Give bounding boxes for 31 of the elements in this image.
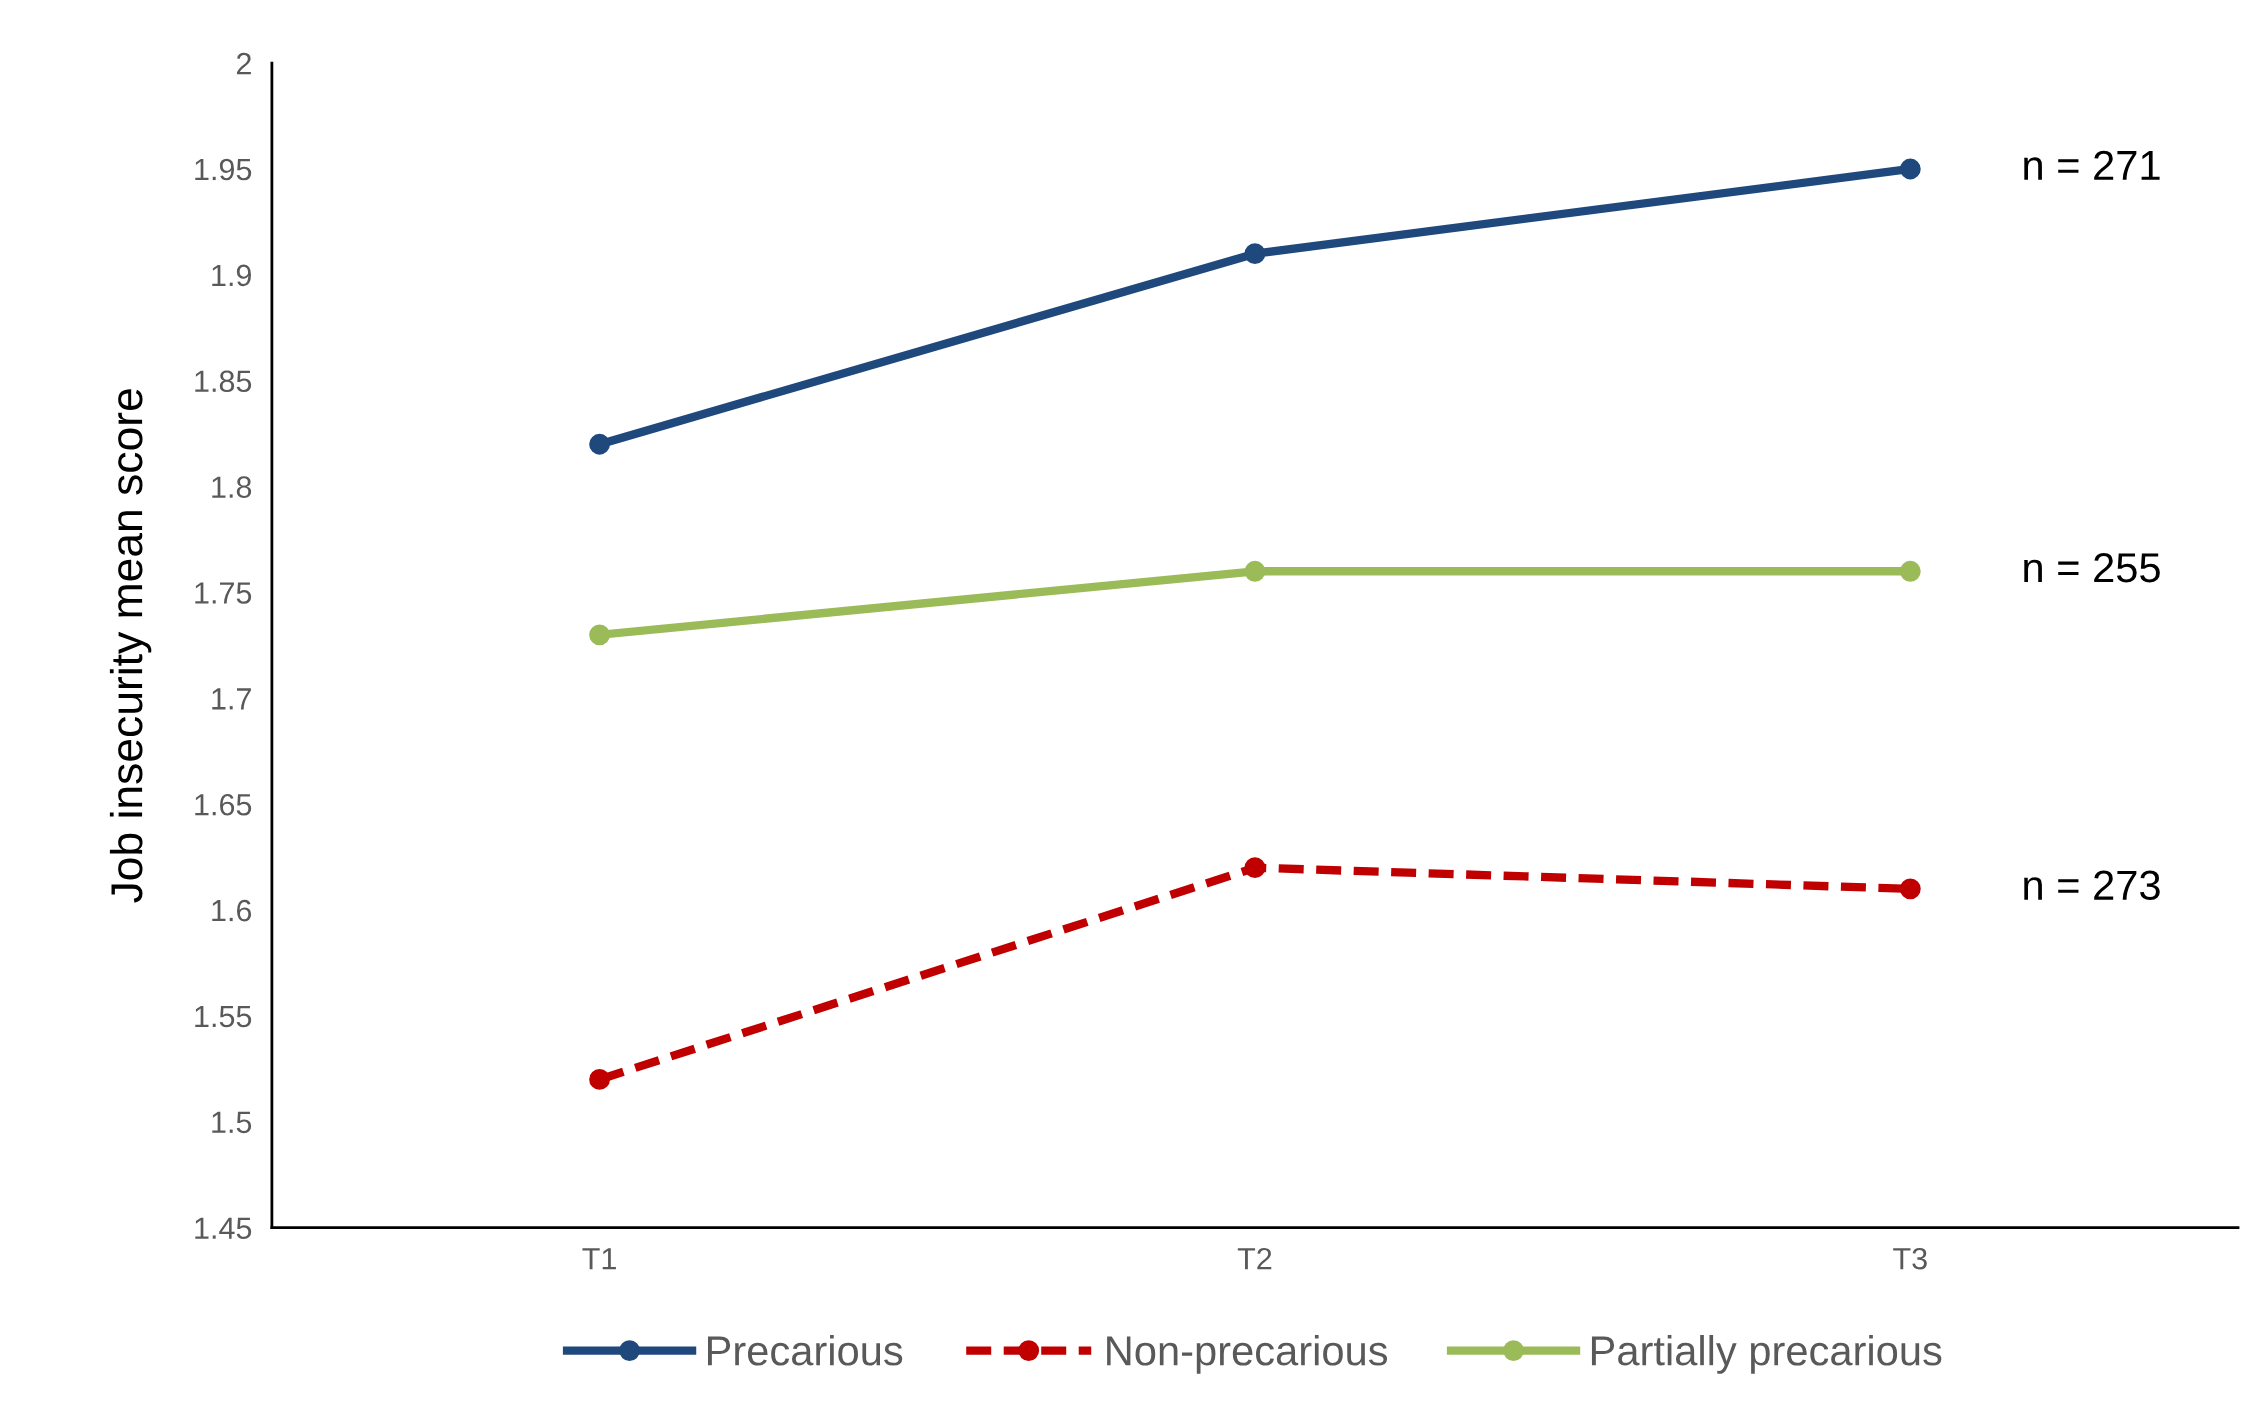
- y-tick-label: 1.65: [195, 793, 252, 816]
- annotation: n = 255: [2024, 552, 2160, 583]
- annotation: n = 273: [2024, 870, 2160, 901]
- point: [1244, 243, 1266, 265]
- y-tick-label: 1.9: [212, 264, 251, 287]
- x-tick-label: T1: [582, 1248, 616, 1270]
- point: [589, 1069, 610, 1090]
- legend-label: Precarious: [707, 1334, 903, 1366]
- y-tick-label: 1.55: [195, 1005, 252, 1028]
- y-axis-title: Job insecurity mean score: [109, 389, 152, 903]
- annotation: n = 271: [2024, 150, 2160, 180]
- x-tick-label: T2: [1237, 1247, 1272, 1270]
- y-tick-label: 1.5: [212, 1111, 252, 1134]
- y-tick-label: 1.7: [212, 688, 251, 710]
- point: [1899, 878, 1921, 900]
- x-tick-label: T3: [1893, 1247, 1927, 1270]
- point: [1244, 560, 1266, 582]
- point: [589, 433, 610, 455]
- y-tick-label: 2: [236, 52, 251, 75]
- y-tick-label: 1.6: [212, 899, 252, 922]
- y-tick-label: 1.8: [212, 476, 252, 498]
- legend-label: Non-precarious: [1107, 1334, 1388, 1374]
- y-tick-label: 1.95: [195, 158, 252, 181]
- point: [1244, 857, 1266, 879]
- y-tick-label: 1.75: [195, 582, 252, 604]
- point: [1899, 560, 1921, 582]
- legend-label: Partially precarious: [1591, 1334, 1942, 1374]
- point: [1899, 158, 1921, 180]
- y-tick-label: 1.85: [195, 370, 252, 393]
- y-tick-label: 1.45: [195, 1217, 252, 1239]
- point: [589, 624, 610, 646]
